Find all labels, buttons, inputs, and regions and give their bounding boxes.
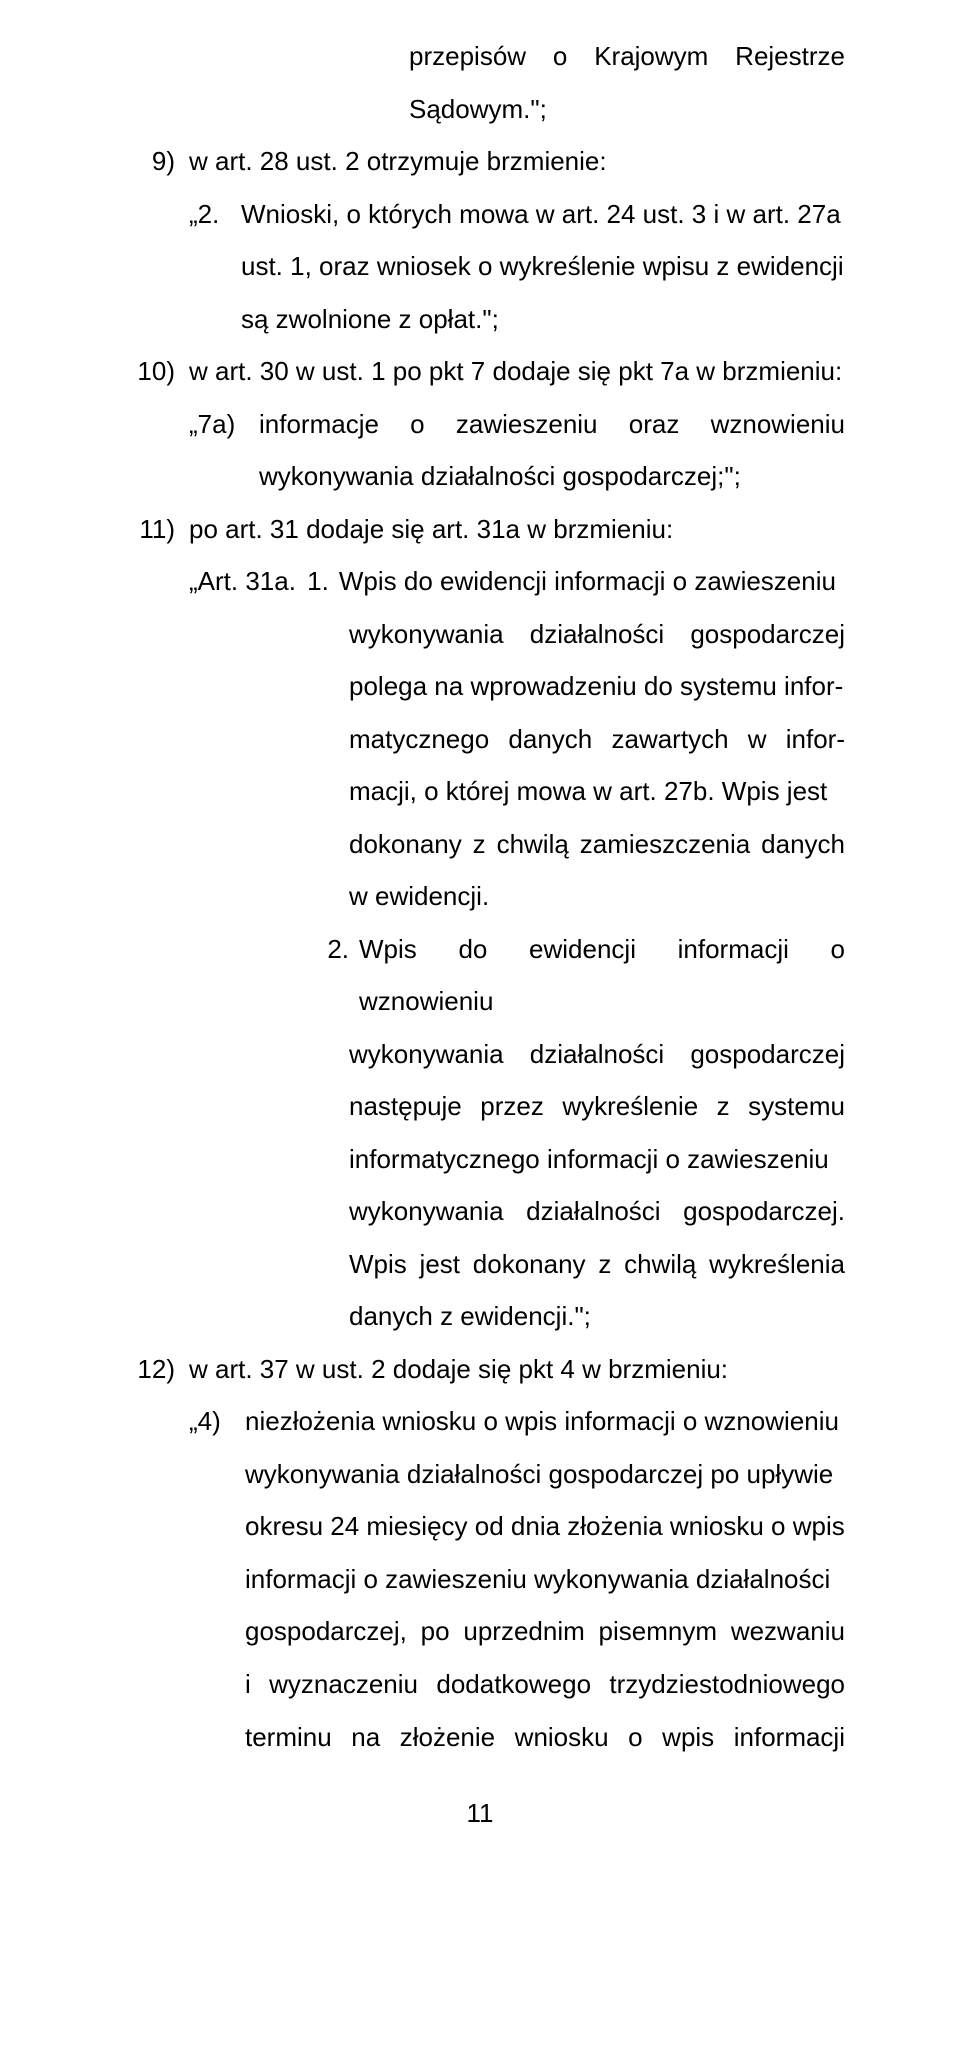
art-31a-label: „Art. 31a. 1. — [189, 555, 329, 608]
item-10-text: w art. 30 w ust. 1 po pkt 7 dodaje się p… — [189, 345, 845, 398]
quote-7a-body: informacje o zawieszeniu oraz wznowieniu… — [259, 398, 845, 503]
quote-4-num: „4) — [189, 1395, 245, 1448]
art-1-body: Wpis do ewidencji informacji o zawieszen… — [329, 555, 845, 608]
cont-line-2: Sądowym."; — [409, 83, 845, 136]
item-11: 11) po art. 31 dodaje się art. 31a w brz… — [115, 503, 845, 556]
art-1-num: 1. — [303, 566, 329, 596]
q4-l3: okresu 24 miesięcy od dnia złożenia wnio… — [245, 1500, 845, 1553]
item-12-content: w art. 37 w ust. 2 dodaje się pkt 4 w br… — [189, 1343, 845, 1396]
page-number: 11 — [115, 1787, 845, 1840]
item-11-number: 11) — [115, 503, 189, 556]
art-2-num: 2. — [313, 923, 349, 976]
item-10-content: w art. 30 w ust. 1 po pkt 7 dodaje się p… — [189, 345, 845, 398]
quote-7a-num: „7a) — [189, 398, 259, 451]
quote-2-body: Wnioski, o których mowa w art. 24 ust. 3… — [241, 188, 845, 346]
art1-l2: wykonywania działalności gospodarczej — [349, 608, 845, 661]
continuation-block: przepisów o Krajowym Rejestrze Sądowym."… — [115, 30, 845, 135]
art1-l1: Wpis do ewidencji informacji o zawieszen… — [339, 555, 845, 608]
art-31a-2-wrap: 2. Wpis do ewidencji informacji o wznowi… — [189, 923, 845, 1343]
item-12-text: w art. 37 w ust. 2 dodaje się pkt 4 w br… — [189, 1343, 845, 1396]
document-page: przepisów o Krajowym Rejestrze Sądowym."… — [0, 0, 960, 2056]
quote-4-wrap: „4) niezłożenia wniosku o wpis informacj… — [189, 1395, 845, 1763]
quote-2-l1: Wnioski, o których mowa w art. 24 ust. 3… — [241, 188, 845, 241]
quote-7a: „7a) informacje o zawieszeniu oraz wznow… — [115, 398, 845, 503]
q4-l6: i wyznaczeniu dodatkowego trzydziestodni… — [245, 1658, 845, 1711]
q4-l2: wykonywania działalności gospodarczej po… — [245, 1448, 845, 1501]
item-11-text: po art. 31 dodaje się art. 31a w brzmien… — [189, 503, 845, 556]
art2-l1: Wpis do ewidencji informacji o wznowieni… — [359, 923, 845, 1028]
quote-7a-l1: informacje o zawieszeniu oraz wznowieniu — [259, 398, 845, 451]
art2-l2: wykonywania działalności gospodarczej — [349, 1028, 845, 1081]
art-31a-wrap: „Art. 31a. 1. Wpis do ewidencji informac… — [189, 555, 845, 923]
art-2-body: Wpis do ewidencji informacji o wznowieni… — [349, 923, 845, 1028]
art1-l6: dokonany z chwilą zamieszczenia danych — [349, 818, 845, 871]
quote-7a-row: „7a) informacje o zawieszeniu oraz wznow… — [189, 398, 845, 503]
q4-l5: gospodarczej, po uprzednim pisemnym wezw… — [245, 1605, 845, 1658]
art2-l5: wykonywania działalności gospodarczej. — [349, 1185, 845, 1238]
art1-l5: macji, o której mowa w art. 27b. Wpis je… — [349, 765, 845, 818]
cont-line-1: przepisów o Krajowym Rejestrze — [409, 30, 845, 83]
quote-2-num: „2. — [189, 188, 241, 241]
quote-7a-l2: wykonywania działalności gospodarczej;"; — [259, 450, 845, 503]
art1-l7: w ewidencji. — [349, 870, 845, 923]
item-9-text: w art. 28 ust. 2 otrzymuje brzmienie: — [189, 135, 845, 188]
art1-l4: matycznego danych zawartych w infor- — [349, 713, 845, 766]
art-2-cont: wykonywania działalności gospodarczej na… — [189, 1028, 845, 1343]
quote-2-wrap: „2. Wnioski, o których mowa w art. 24 us… — [189, 188, 845, 346]
item-9-content: w art. 28 ust. 2 otrzymuje brzmienie: — [189, 135, 845, 188]
q4-l4: informacji o zawieszeniu wykonywania dzi… — [245, 1553, 845, 1606]
art2-l4: informatycznego informacji o zawieszeniu — [349, 1133, 845, 1186]
art-31a-2-row: 2. Wpis do ewidencji informacji o wznowi… — [189, 923, 845, 1028]
art2-l3: następuje przez wykreślenie z systemu — [349, 1080, 845, 1133]
item-10: 10) w art. 30 w ust. 1 po pkt 7 dodaje s… — [115, 345, 845, 398]
q4-l7: terminu na złożenie wniosku o wpis infor… — [245, 1711, 845, 1764]
item-9-number: 9) — [115, 135, 189, 188]
quote-2-l3: są zwolnione z opłat."; — [241, 293, 845, 346]
q4-l1: niezłożenia wniosku o wpis informacji o … — [245, 1395, 845, 1448]
quote-2: „2. Wnioski, o których mowa w art. 24 us… — [115, 188, 845, 346]
art-31a-2: 2. Wpis do ewidencji informacji o wznowi… — [115, 923, 845, 1343]
quote-4-body: niezłożenia wniosku o wpis informacji o … — [245, 1395, 845, 1763]
item-11-content: po art. 31 dodaje się art. 31a w brzmien… — [189, 503, 845, 556]
art-1-cont: wykonywania działalności gospodarczej po… — [189, 608, 845, 923]
item-12: 12) w art. 37 w ust. 2 dodaje się pkt 4 … — [115, 1343, 845, 1396]
quote-4-row: „4) niezłożenia wniosku o wpis informacj… — [189, 1395, 845, 1763]
art-31a-1-row: „Art. 31a. 1. Wpis do ewidencji informac… — [189, 555, 845, 608]
art2-l7: danych z ewidencji."; — [349, 1290, 845, 1343]
art2-l6: Wpis jest dokonany z chwilą wykreślenia — [349, 1238, 845, 1291]
art1-l3: polega na wprowadzeniu do systemu infor- — [349, 660, 845, 713]
item-10-number: 10) — [115, 345, 189, 398]
art-label: „Art. 31a. — [189, 566, 296, 596]
quote-2-l2: ust. 1, oraz wniosek o wykreślenie wpisu… — [241, 240, 845, 293]
quote-4: „4) niezłożenia wniosku o wpis informacj… — [115, 1395, 845, 1763]
item-12-number: 12) — [115, 1343, 189, 1396]
continuation-content: przepisów o Krajowym Rejestrze Sądowym."… — [189, 30, 845, 135]
quote-7a-wrap: „7a) informacje o zawieszeniu oraz wznow… — [189, 398, 845, 503]
art-31a-1: „Art. 31a. 1. Wpis do ewidencji informac… — [115, 555, 845, 923]
quote-2-row: „2. Wnioski, o których mowa w art. 24 us… — [189, 188, 845, 346]
item-9: 9) w art. 28 ust. 2 otrzymuje brzmienie: — [115, 135, 845, 188]
